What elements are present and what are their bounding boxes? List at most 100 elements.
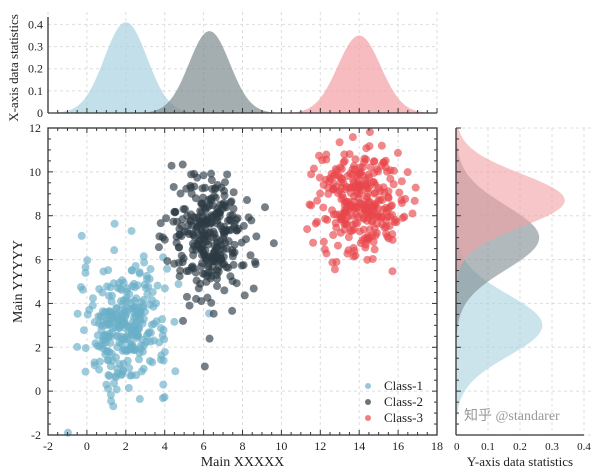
scatter-point: [229, 188, 238, 197]
scatter-point: [351, 218, 360, 227]
scatter-point: [175, 231, 184, 240]
top-kde-Class-3: [48, 35, 437, 113]
scatter-point: [141, 307, 150, 316]
scatter-point: [110, 379, 119, 388]
y-tick-label: 0: [35, 384, 41, 398]
scatter-point: [397, 177, 406, 186]
scatter-point: [172, 238, 181, 247]
scatter-point: [344, 197, 353, 206]
scatter-point: [335, 138, 344, 147]
scatter-point: [196, 230, 205, 239]
scatter-point: [223, 216, 232, 225]
scatter-point: [358, 200, 367, 209]
y-tick-label: 2: [35, 340, 41, 354]
scatter-point: [380, 223, 389, 232]
scatter-point: [242, 196, 251, 205]
scatter-point: [343, 249, 352, 258]
scatter-point: [346, 188, 355, 197]
scatter-point: [139, 252, 148, 261]
scatter-point: [193, 173, 202, 182]
scatter-point: [177, 221, 186, 230]
scatter-point: [202, 256, 211, 265]
scatter-point: [139, 364, 148, 373]
scatter-point: [324, 183, 333, 192]
scatter-point: [135, 311, 144, 320]
scatter-point: [220, 230, 229, 239]
scatter-point: [135, 355, 144, 364]
scatter-point: [90, 358, 99, 367]
scatter-point: [81, 268, 90, 277]
scatter-point: [358, 171, 367, 180]
scatter-point: [209, 309, 218, 318]
scatter-point: [100, 308, 109, 317]
scatter-point: [389, 166, 398, 175]
scatter-point: [332, 166, 341, 175]
scatter-point: [377, 141, 386, 150]
scatter-point: [171, 367, 180, 376]
scatter-point: [201, 246, 210, 255]
scatter-point: [199, 171, 208, 180]
top-y-tick-label: 0.1: [28, 84, 43, 98]
scatter-point: [197, 199, 206, 208]
scatter-point: [230, 248, 239, 257]
scatter-point: [363, 180, 372, 189]
scatter-point: [348, 170, 357, 179]
scatter-point: [156, 219, 165, 228]
scatter-point: [104, 384, 113, 393]
scatter-point: [120, 323, 129, 332]
x-tick-label: 8: [240, 439, 246, 453]
scatter-point: [345, 150, 354, 159]
top-y-tick-label: 0.4: [28, 17, 43, 31]
x-tick-label: 10: [275, 439, 287, 453]
scatter-point: [260, 203, 269, 212]
scatter-point: [313, 196, 322, 205]
scatter-point: [106, 390, 115, 399]
scatter-point: [112, 385, 121, 394]
legend-label: Class-1: [384, 378, 423, 393]
scatter-point: [178, 316, 187, 325]
scatter-point: [160, 393, 169, 402]
scatter-point: [191, 268, 200, 277]
scatter-point: [207, 176, 216, 185]
scatter-point: [371, 180, 380, 189]
scatter-point: [337, 195, 346, 204]
x-tick-label: 4: [162, 439, 168, 453]
scatter-point: [204, 268, 213, 277]
scatter-point: [212, 251, 221, 260]
scatter-point: [158, 315, 167, 324]
scatter-point: [373, 165, 382, 174]
scatter-point: [156, 355, 165, 364]
scatter-point: [129, 304, 138, 313]
scatter-point: [329, 231, 338, 240]
scatter-point: [143, 290, 152, 299]
scatter-point: [76, 283, 85, 292]
right-x-tick-label: 0.1: [481, 441, 495, 453]
scatter-point: [130, 296, 139, 305]
scatter-point: [230, 219, 239, 228]
scatter-point: [207, 298, 216, 307]
scatter-point: [321, 214, 330, 223]
scatter-point: [138, 319, 147, 328]
scatter-point: [101, 350, 110, 359]
scatter-point: [228, 306, 237, 315]
scatter-point: [307, 201, 316, 210]
scatter-point: [368, 254, 377, 263]
scatter-point: [196, 206, 205, 215]
scatter-point: [344, 233, 353, 242]
scatter-point: [252, 232, 261, 241]
scatter-point: [182, 267, 191, 276]
top-y-tick-label: 0: [37, 106, 43, 120]
scatter-point: [319, 237, 328, 246]
scatter-point: [336, 228, 345, 237]
scatter-point: [324, 189, 333, 198]
scatter-point: [204, 195, 213, 204]
scatter-point: [240, 291, 249, 300]
scatter-point: [220, 286, 229, 295]
scatter-point: [196, 262, 205, 271]
scatter-point: [239, 221, 248, 230]
scatter-point: [348, 226, 357, 235]
scatter-point: [211, 185, 220, 194]
scatter-point: [127, 266, 136, 275]
scatter-point: [363, 234, 372, 243]
